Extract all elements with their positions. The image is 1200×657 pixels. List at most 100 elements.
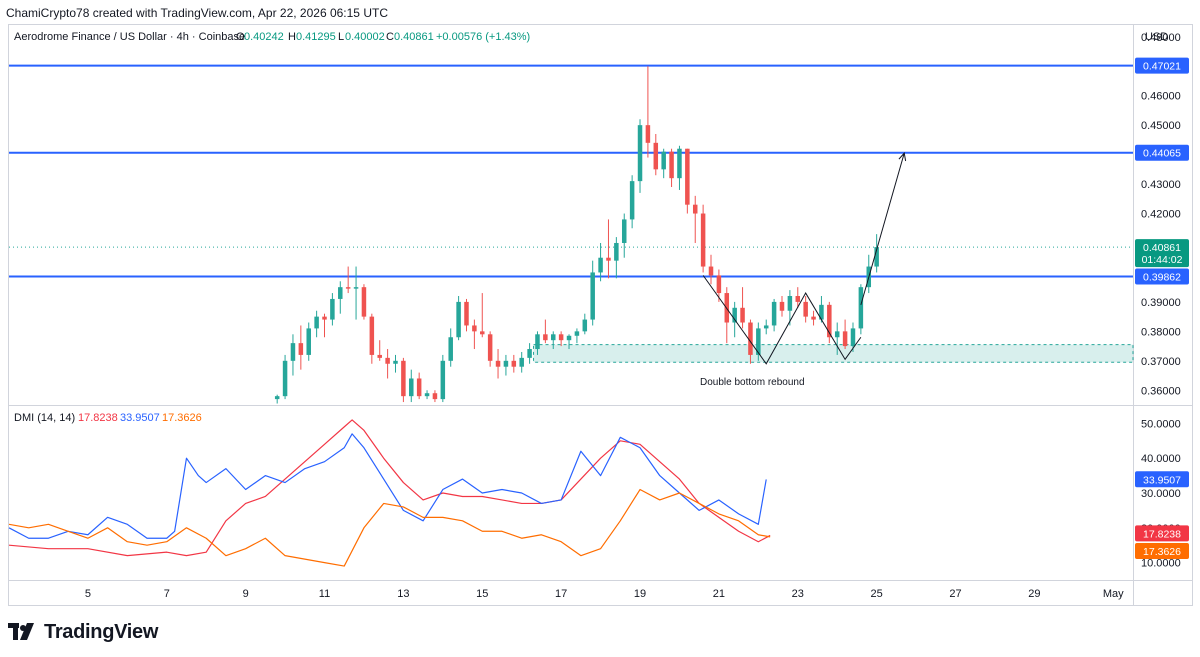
dmi-adx-line [8, 419, 771, 557]
candle-body [621, 219, 627, 243]
candle-body [842, 331, 848, 347]
candle-body [472, 325, 477, 332]
candle-body [606, 257, 611, 261]
candle-body [558, 334, 564, 341]
candlesticks [274, 66, 879, 404]
candle-body [290, 343, 296, 361]
target-arrow-shaft[interactable] [860, 153, 905, 305]
time-tick: 17 [555, 588, 567, 600]
candle-body [700, 213, 706, 267]
dmi-adx-badge-text: 17.8238 [1143, 528, 1181, 540]
candle-body [432, 393, 438, 400]
time-tick: 19 [634, 588, 646, 600]
credit-line: ChamiCrypto78 created with TradingView.c… [6, 6, 388, 20]
time-tick: May [1103, 588, 1124, 600]
candle-body [551, 334, 556, 341]
open-label: O [236, 31, 245, 43]
level-badge-1[interactable]: 0.44065 [1135, 144, 1189, 161]
target-arrow-head[interactable] [898, 152, 907, 162]
level-badge-2[interactable]: 0.39862 [1135, 268, 1189, 285]
candle-body [566, 335, 572, 341]
dmi-minus-badge[interactable]: 17.3626 [1135, 542, 1189, 559]
last-price-badge-bg [1135, 239, 1189, 268]
candle-body [416, 378, 422, 397]
candle-body [424, 393, 430, 397]
candle-body [653, 142, 659, 170]
candle-body [361, 287, 367, 317]
candle-body [338, 287, 343, 299]
level-badge-1-bg [1135, 144, 1189, 161]
candle-body [487, 334, 493, 361]
candle-body [440, 360, 446, 400]
candle-body [306, 328, 311, 355]
candle-body [748, 322, 753, 355]
candle-body [574, 331, 580, 336]
candle-body [661, 151, 666, 170]
time-tick: 27 [949, 588, 961, 600]
price-axis[interactable]: 0.48000 0.46000 0.45000 0.43000 0.42000 0.390… [1135, 32, 1189, 397]
time-tick: 13 [397, 588, 409, 600]
dmi-minus-badge-bg [1135, 542, 1189, 559]
dmi-tick: 10.0000 [1141, 558, 1181, 570]
price-tick: 0.36000 [1141, 385, 1181, 397]
candle-body [464, 301, 469, 326]
candle-body [779, 301, 785, 311]
candle-body [637, 125, 643, 182]
high-value: 0.41295 [296, 31, 336, 43]
price-tick: 0.38000 [1141, 326, 1181, 338]
low-value: 0.40002 [345, 31, 385, 43]
candle-body [685, 148, 690, 205]
brand-logo[interactable]: TradingView [8, 620, 158, 644]
dmi-plus-badge-text: 33.9507 [1143, 474, 1181, 486]
dmi-axis[interactable]: 50.000040.000030.000010.000020.000033.95… [1135, 418, 1189, 570]
dmi-lines [8, 419, 771, 567]
change-value: +0.00576 (+1.43%) [436, 31, 530, 43]
time-tick: 25 [871, 588, 883, 600]
high-label: H [288, 31, 296, 43]
currency-label[interactable]: USD [1145, 31, 1168, 43]
dmi-plus-di-line [8, 433, 767, 539]
symbol-title[interactable]: Aerodrome Finance / US Dollar · 4h · Coi… [14, 31, 245, 43]
candle-body [345, 287, 351, 289]
level-badge-0[interactable]: 0.47021 [1135, 57, 1189, 74]
dmi-adx-badge[interactable]: 17.8238 [1135, 525, 1189, 542]
support-zone[interactable] [533, 344, 1134, 363]
price-tick: 0.39000 [1141, 297, 1181, 309]
dmi-minus-di-line [8, 488, 771, 567]
candle-body [480, 331, 485, 335]
candle-body [274, 396, 280, 400]
time-tick: 7 [164, 588, 170, 600]
candle-body [314, 316, 319, 329]
time-tick: 23 [792, 588, 804, 600]
time-axis[interactable]: 5 7 9 11 13 15 17 19 21 23 25 27 29 May [85, 588, 1124, 600]
candle-body [385, 357, 390, 364]
level-badge-1-text: 0.44065 [1143, 148, 1181, 160]
dmi-adx-value: 17.8238 [78, 412, 118, 424]
candle-body [590, 272, 595, 320]
dmi-minus-value: 17.3626 [162, 412, 202, 424]
candle-body [535, 334, 540, 350]
candle-body [645, 125, 651, 143]
double-bottom-pattern[interactable] [702, 152, 907, 365]
pattern-annotation[interactable]: Double bottom rebound [700, 377, 805, 388]
candle-body [598, 257, 603, 273]
price-tick: 0.46000 [1141, 91, 1181, 103]
candle-body [527, 349, 532, 358]
dmi-plus-badge-bg [1135, 471, 1189, 488]
candle-body [511, 360, 517, 367]
dmi-legend: DMI (14, 14) 17.8238 33.9507 17.3626 [14, 412, 202, 424]
horizontal-levels[interactable] [9, 64, 1133, 278]
double-bottom-lines[interactable] [702, 275, 862, 365]
candle-body [495, 360, 501, 367]
candle-body [787, 296, 793, 311]
candle-body [369, 316, 375, 355]
time-tick: 5 [85, 588, 91, 600]
candle-body [409, 378, 414, 397]
last-price-text: 0.40861 [1143, 242, 1181, 254]
price-tick: 0.37000 [1141, 356, 1181, 368]
dmi-plus-badge[interactable]: 33.9507 [1135, 471, 1189, 488]
time-tick: 29 [1028, 588, 1040, 600]
dmi-tick: 50.0000 [1141, 418, 1181, 430]
